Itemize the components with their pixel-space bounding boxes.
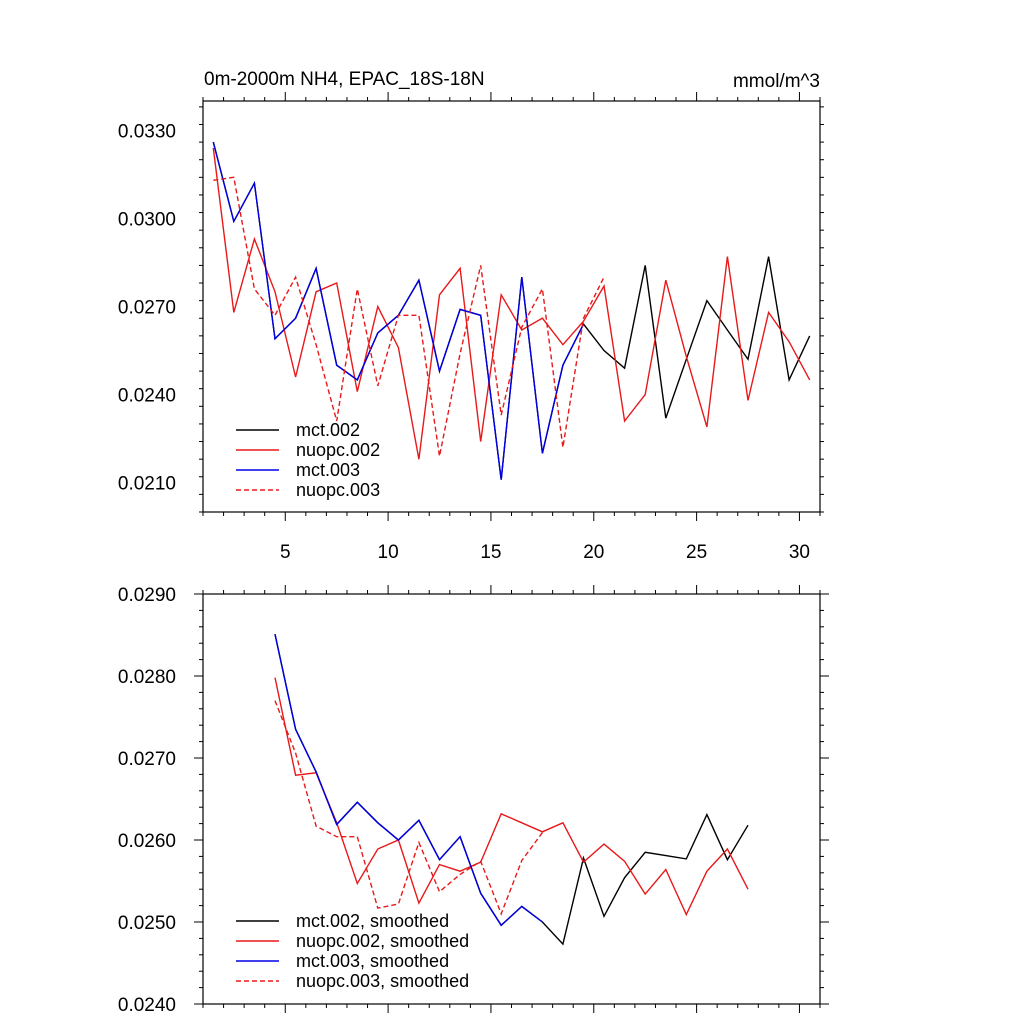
y-tick-label: 0.0210 xyxy=(118,474,176,495)
series-line-3 xyxy=(274,634,543,927)
y-tick-label: 0.0250 xyxy=(118,913,176,934)
x-tick-label: 30 xyxy=(789,542,810,563)
x-tick-label: 10 xyxy=(378,542,399,563)
y-tick-label: 0.0240 xyxy=(118,386,176,407)
legend-label: mct.002 xyxy=(296,420,360,440)
legend-label: mct.003 xyxy=(296,460,360,480)
legend-label: nuopc.002 xyxy=(296,440,380,460)
x-tick-label: 25 xyxy=(686,542,707,563)
y-tick-label: 0.0290 xyxy=(118,585,176,606)
legend-label: mct.003, smoothed xyxy=(296,951,449,971)
bottom-chart-panel: 0.0290 0.0280 0.0270 0.0260 0.0250 0.0240 mct.… xyxy=(118,585,829,1016)
y-tick-label: 0.0280 xyxy=(118,667,176,688)
chart-title: 0m-2000m NH4, EPAC_18S-18N xyxy=(204,69,485,90)
series-line-2 xyxy=(212,147,811,460)
y-tick-label: 0.0330 xyxy=(118,121,176,142)
units-label: mmol/m^3 xyxy=(733,71,820,92)
legend-label: mct.002, smoothed xyxy=(296,911,449,931)
y-tick-label: 0.0260 xyxy=(118,831,176,852)
series-line-2 xyxy=(274,677,749,917)
y-tick-label: 0.0270 xyxy=(118,298,176,319)
y-tick-label: 0.0240 xyxy=(118,995,176,1016)
x-tick-label: 5 xyxy=(280,542,291,563)
legend-label: nuopc.003, smoothed xyxy=(296,971,469,991)
top-chart-panel: 5 10 15 20 25 30 0.0330 0.0300 0.0270 0.0240 0.021… xyxy=(118,69,824,563)
x-tick-label: 20 xyxy=(583,542,604,563)
y-tick-label: 0.0300 xyxy=(118,209,176,230)
legend-label: nuopc.002, smoothed xyxy=(296,931,469,951)
x-tick-label: 15 xyxy=(480,542,501,563)
series-line-4 xyxy=(274,700,543,916)
y-tick-label: 0.0270 xyxy=(118,749,176,770)
legend-label: nuopc.003 xyxy=(296,480,380,500)
